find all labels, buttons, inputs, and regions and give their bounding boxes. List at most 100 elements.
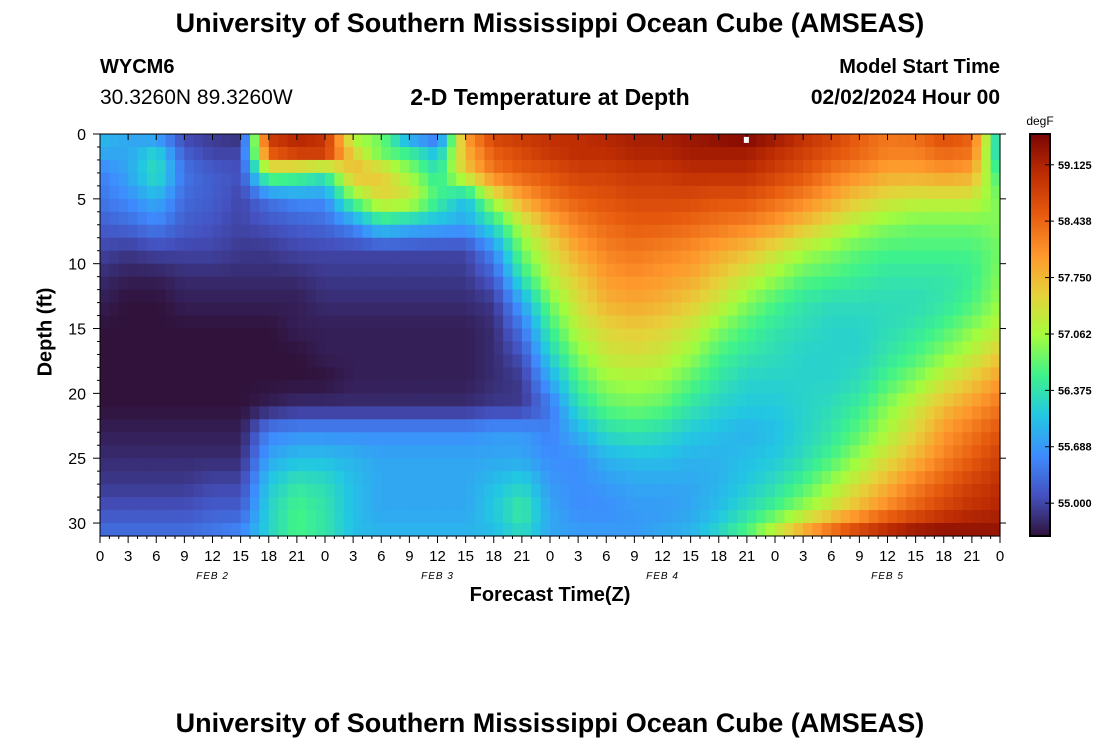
heatmap-cell bbox=[325, 315, 335, 330]
heatmap-cell bbox=[718, 432, 729, 446]
heatmap-cell bbox=[634, 341, 645, 356]
heatmap-cell bbox=[250, 250, 260, 265]
heatmap-cell bbox=[343, 237, 354, 252]
heatmap-cell bbox=[812, 289, 823, 304]
heatmap-cell bbox=[756, 224, 767, 239]
heatmap-cell bbox=[578, 341, 589, 356]
heatmap-cell bbox=[812, 315, 823, 330]
heatmap-cell bbox=[100, 380, 110, 394]
heatmap-cell bbox=[531, 406, 542, 420]
heatmap-cell bbox=[775, 523, 785, 537]
heatmap-cell bbox=[287, 419, 298, 433]
heatmap-cell bbox=[400, 198, 410, 213]
heatmap-cell bbox=[812, 510, 823, 524]
heatmap-cell bbox=[990, 393, 1001, 407]
heatmap-cell bbox=[512, 471, 523, 485]
heatmap-cell bbox=[606, 380, 617, 394]
heatmap-cell bbox=[578, 263, 589, 278]
heatmap-cell bbox=[109, 237, 120, 252]
heatmap-cell bbox=[831, 250, 842, 265]
heatmap-cell bbox=[100, 172, 110, 187]
heatmap-cell bbox=[606, 523, 617, 537]
heatmap-cell bbox=[475, 367, 485, 381]
heatmap-cell bbox=[259, 315, 270, 330]
heatmap-cell bbox=[353, 367, 364, 381]
heatmap-cell bbox=[296, 328, 307, 343]
heatmap-cell bbox=[793, 367, 804, 381]
heatmap-cell bbox=[887, 393, 898, 407]
heatmap-cell bbox=[315, 211, 326, 226]
heatmap-cell bbox=[212, 445, 223, 459]
heatmap-cell bbox=[981, 354, 992, 369]
heatmap-cell bbox=[193, 341, 204, 356]
heatmap-cell bbox=[118, 172, 129, 187]
heatmap-cell bbox=[634, 211, 645, 226]
heatmap-cell bbox=[446, 211, 457, 226]
heatmap-cell bbox=[521, 198, 532, 213]
heatmap-cell bbox=[737, 185, 748, 200]
heatmap-cell bbox=[812, 341, 823, 356]
heatmap-cell bbox=[728, 393, 739, 407]
heatmap-cell bbox=[634, 510, 645, 524]
heatmap-cell bbox=[203, 458, 214, 472]
heatmap-cell bbox=[756, 211, 767, 226]
heatmap-cell bbox=[268, 302, 279, 317]
heatmap-cell bbox=[418, 471, 429, 485]
heatmap-cell bbox=[493, 484, 504, 498]
heatmap-cell bbox=[240, 341, 251, 356]
heatmap-cell bbox=[475, 302, 485, 317]
heatmap-cell bbox=[390, 146, 401, 161]
heatmap-cell bbox=[615, 185, 626, 200]
heatmap-cell bbox=[465, 367, 476, 381]
heatmap-cell bbox=[287, 224, 298, 239]
heatmap-cell bbox=[371, 393, 382, 407]
heatmap-cell bbox=[671, 523, 682, 537]
heatmap-cell bbox=[428, 328, 439, 343]
heatmap-cell bbox=[512, 185, 523, 200]
heatmap-cell bbox=[268, 315, 279, 330]
heatmap-cell bbox=[625, 289, 635, 304]
heatmap-cell bbox=[362, 250, 373, 265]
heatmap-cell bbox=[925, 237, 935, 252]
heatmap-cell bbox=[212, 159, 223, 174]
heatmap-cell bbox=[578, 159, 589, 174]
heatmap-cell bbox=[840, 211, 851, 226]
heatmap-cell bbox=[887, 289, 898, 304]
heatmap-cell bbox=[109, 146, 120, 161]
heatmap-cell bbox=[887, 354, 898, 369]
heatmap-cell bbox=[493, 237, 504, 252]
heatmap-cell bbox=[746, 393, 757, 407]
heatmap-cell bbox=[831, 224, 842, 239]
heatmap-cell bbox=[775, 315, 785, 330]
heatmap-cell bbox=[625, 134, 635, 148]
heatmap-cell bbox=[746, 341, 757, 356]
heatmap-cell bbox=[231, 146, 242, 161]
heatmap-cell bbox=[859, 380, 870, 394]
heatmap-cell bbox=[325, 497, 335, 511]
heatmap-cell bbox=[175, 315, 185, 330]
heatmap-cell bbox=[718, 289, 729, 304]
heatmap-cell bbox=[259, 393, 270, 407]
heatmap-cell bbox=[681, 211, 692, 226]
x-tick-label: 6 bbox=[377, 548, 385, 565]
heatmap-cell bbox=[343, 432, 354, 446]
heatmap-cell bbox=[653, 471, 664, 485]
heatmap-cell bbox=[971, 146, 982, 161]
heatmap-cell bbox=[446, 471, 457, 485]
heatmap-cell bbox=[943, 237, 954, 252]
heatmap-cell bbox=[306, 419, 317, 433]
heatmap-cell bbox=[821, 146, 832, 161]
heatmap-cell bbox=[465, 263, 476, 278]
heatmap-cell bbox=[268, 367, 279, 381]
heatmap-cell bbox=[259, 224, 270, 239]
heatmap-cell bbox=[306, 328, 317, 343]
heatmap-cell bbox=[315, 159, 326, 174]
heatmap-cell bbox=[437, 354, 448, 369]
heatmap-cell bbox=[596, 185, 607, 200]
heatmap-cell bbox=[737, 367, 748, 381]
heatmap-cell bbox=[578, 432, 589, 446]
heatmap-cell bbox=[746, 250, 757, 265]
heatmap-cell bbox=[728, 159, 739, 174]
heatmap-cell bbox=[137, 315, 148, 330]
